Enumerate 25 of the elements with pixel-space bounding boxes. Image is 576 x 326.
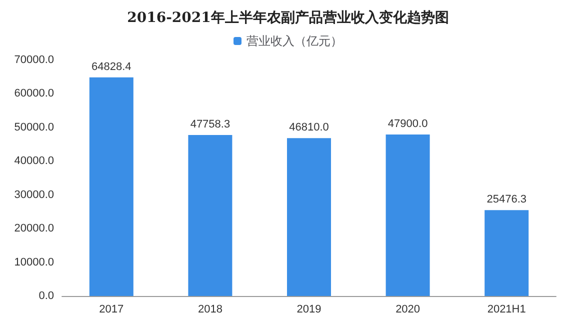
chart-title: 2016-2021年上半年农副产品营业收入变化趋势图 bbox=[127, 9, 449, 26]
data-label: 47900.0 bbox=[388, 118, 428, 130]
y-tick-label: 40000.0 bbox=[14, 155, 54, 168]
legend-label: 营业收入（亿元） bbox=[246, 34, 342, 48]
bar bbox=[484, 210, 529, 296]
y-tick-label: 10000.0 bbox=[14, 256, 54, 268]
y-tick-label: 0.0 bbox=[38, 290, 54, 302]
bar bbox=[287, 138, 331, 296]
x-tick-label: 2019 bbox=[296, 304, 322, 316]
x-tick-label: 2020 bbox=[396, 304, 420, 316]
y-tick-label: 60000.0 bbox=[14, 88, 54, 100]
y-tick-label: 70000.0 bbox=[14, 54, 54, 66]
data-label: 25476.3 bbox=[486, 194, 526, 206]
y-tick-label: 30000.0 bbox=[14, 188, 54, 201]
bar bbox=[386, 134, 430, 296]
data-label: 64828.4 bbox=[92, 60, 132, 73]
x-tick-label: 2021H1 bbox=[487, 304, 526, 316]
data-label: 46810.0 bbox=[289, 122, 329, 134]
data-label: 47758.3 bbox=[190, 118, 230, 130]
bar bbox=[89, 77, 134, 296]
y-tick-label: 50000.0 bbox=[14, 121, 54, 134]
x-tick-label: 2017 bbox=[99, 304, 124, 316]
y-tick-label: 20000.0 bbox=[14, 222, 54, 235]
bar bbox=[188, 134, 232, 296]
x-tick-label: 2018 bbox=[198, 304, 222, 316]
